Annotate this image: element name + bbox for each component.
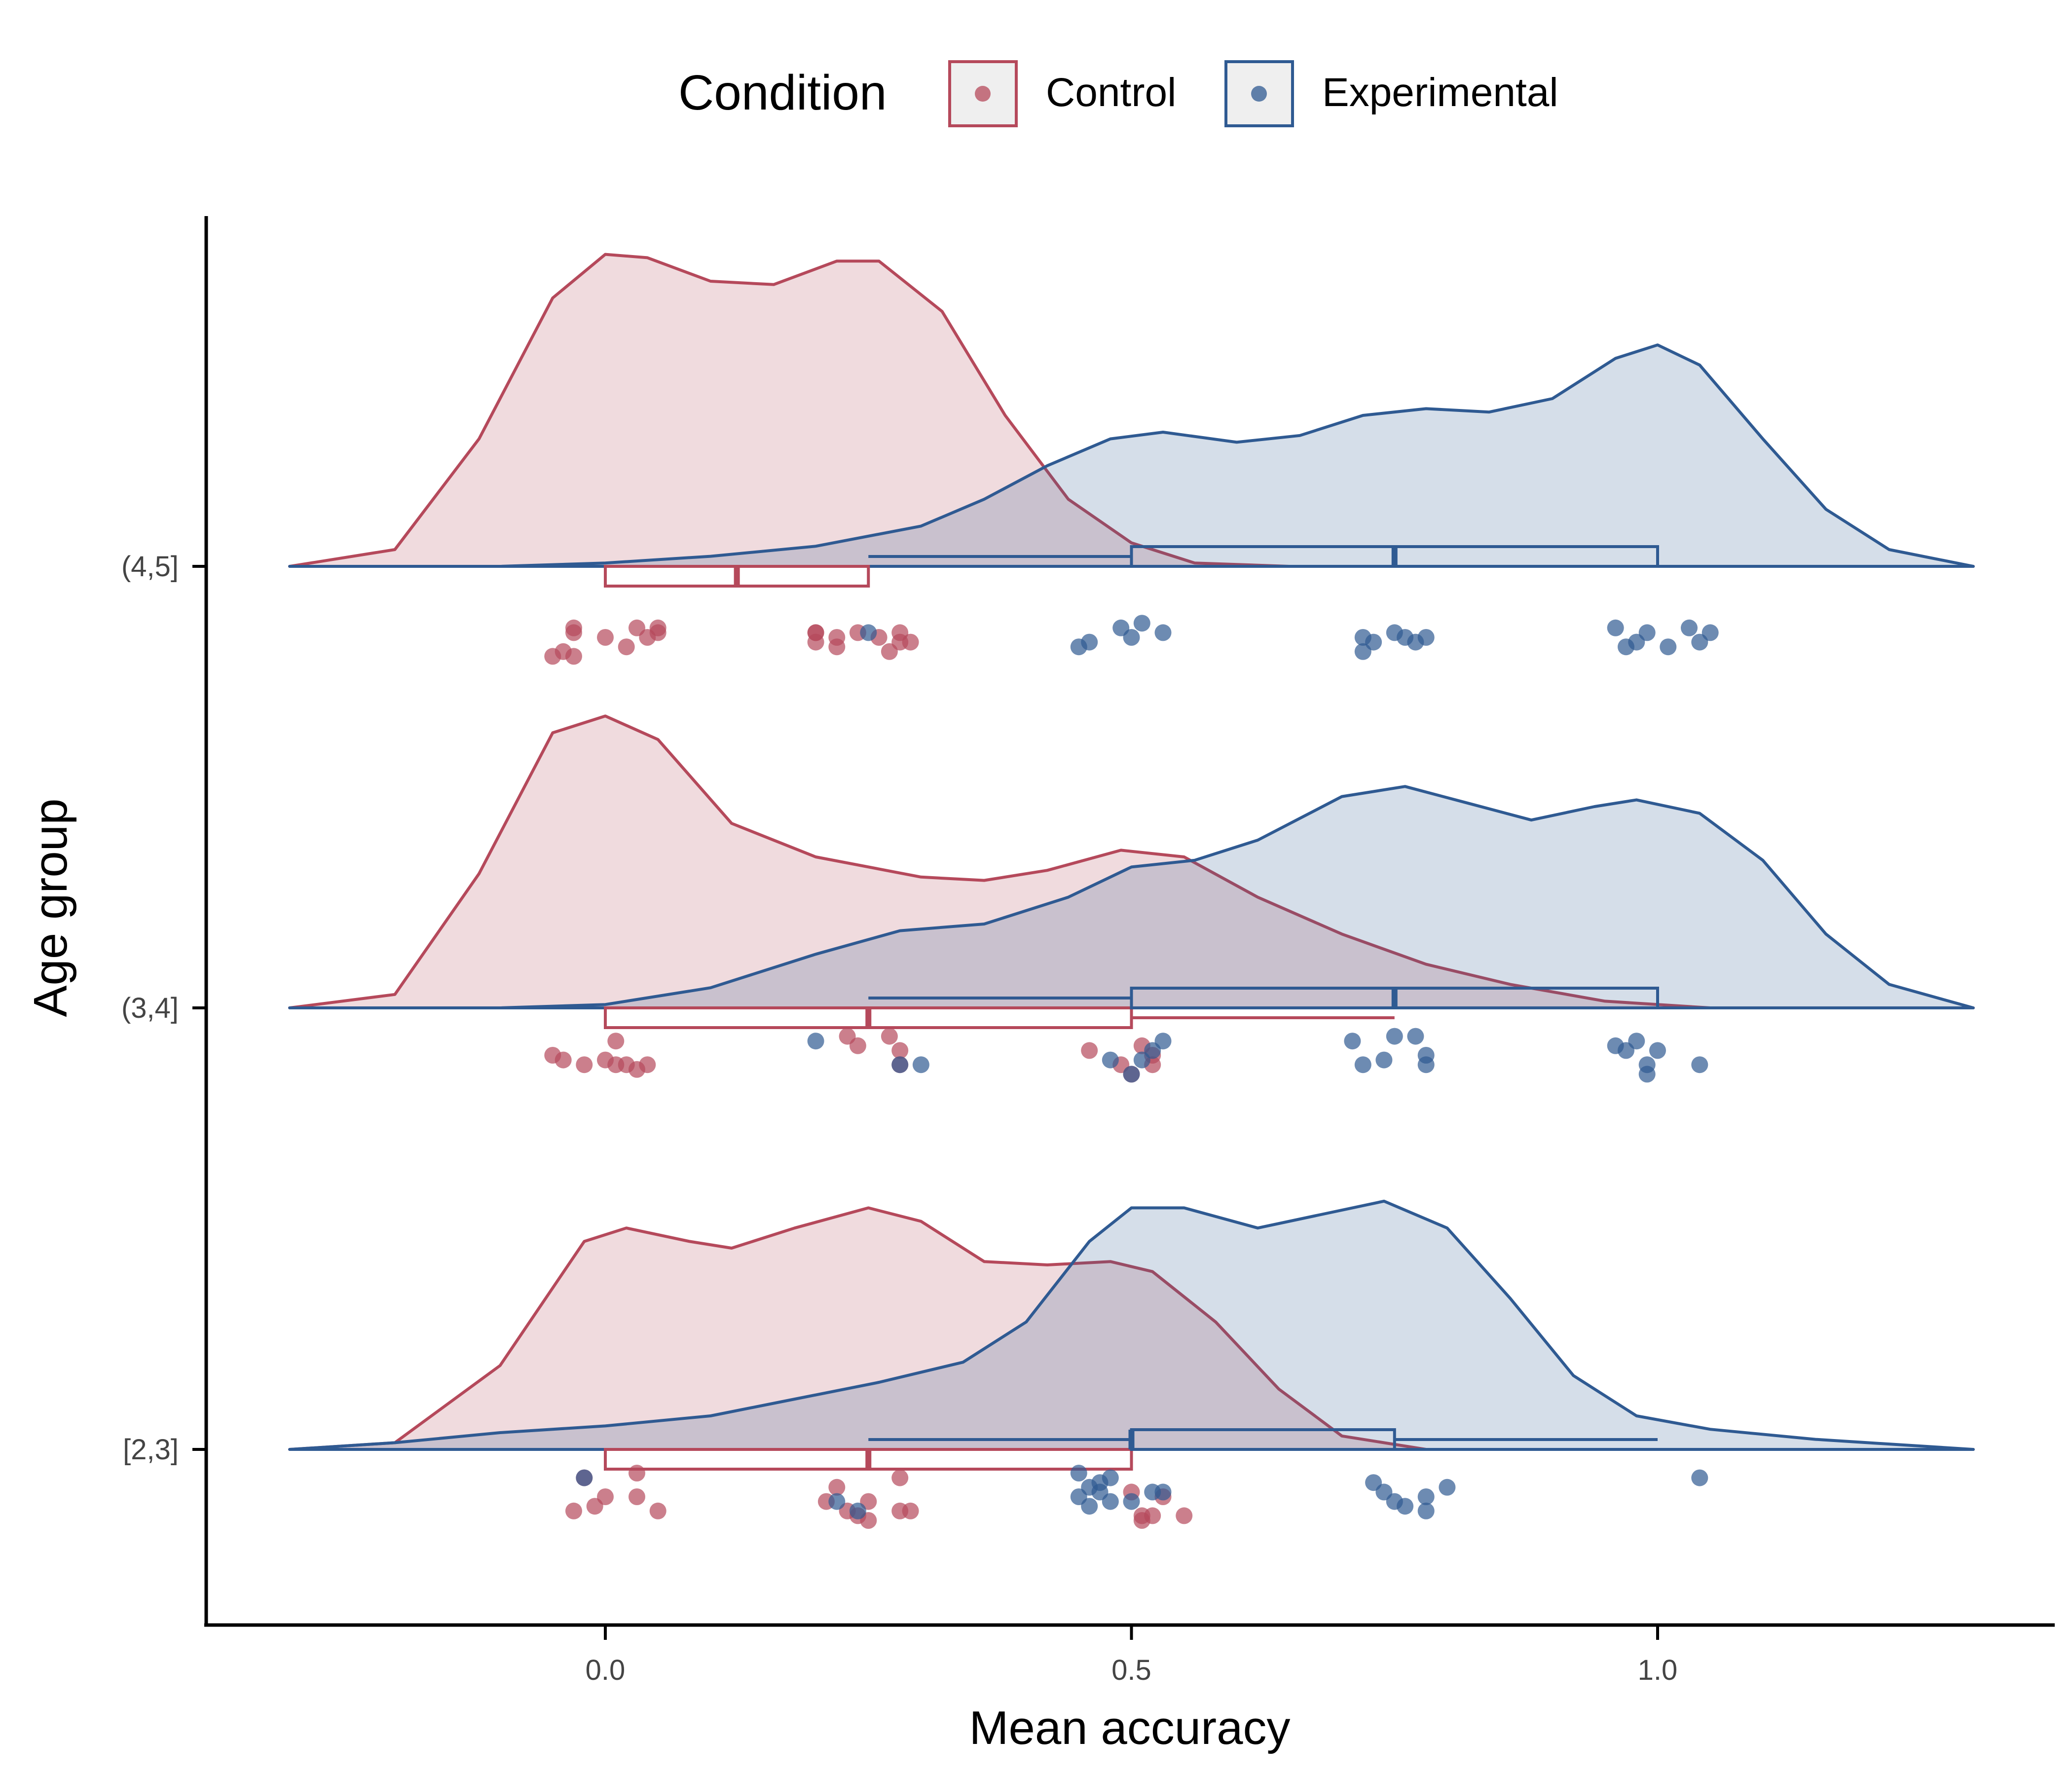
point-experimental-3-4-3 [1102, 1051, 1119, 1069]
point-experimental-3-4-9 [1354, 1056, 1371, 1073]
legend-label-control: Control [1046, 70, 1176, 115]
y-tick-label-2: (4,5] [121, 551, 179, 583]
point-control-2-3-8 [828, 1479, 846, 1496]
point-experimental-4-5-21 [1702, 624, 1719, 641]
point-control-3-4-1 [555, 1051, 572, 1069]
point-control-4-5-21 [902, 633, 919, 651]
point-experimental-2-3-6 [1102, 1493, 1119, 1510]
point-experimental-2-3-7 [1123, 1493, 1140, 1510]
point-experimental-4-5-18 [1660, 638, 1677, 656]
point-experimental-3-4-12 [1407, 1028, 1424, 1045]
y-tick-label-1: (3,4] [121, 992, 179, 1024]
point-control-3-4-10 [849, 1037, 866, 1054]
point-experimental-4-5-6 [1154, 624, 1172, 641]
legend-key-control [948, 60, 1018, 127]
point-experimental-4-5-9 [1365, 633, 1382, 651]
point-control-4-5-10 [649, 619, 666, 636]
point-experimental-2-3-2 [849, 1502, 866, 1519]
density-experimental-4-5 [288, 343, 1975, 568]
point-experimental-3-4-1 [891, 1056, 909, 1073]
x-axis-title: Mean accuracy [969, 1702, 1291, 1754]
point-control-4-5-3 [565, 624, 582, 641]
point-control-3-4-12 [891, 1042, 909, 1059]
point-experimental-2-3-1 [828, 1493, 846, 1510]
point-control-4-5-4 [565, 648, 582, 665]
point-experimental-4-5-17 [1638, 624, 1656, 641]
y-tick-label-0: [2,3] [123, 1434, 179, 1466]
legend-title: Condition [678, 65, 887, 120]
point-experimental-3-4-19 [1638, 1056, 1656, 1073]
point-control-4-5-15 [828, 638, 846, 656]
point-experimental-2-3-9 [1154, 1483, 1172, 1501]
point-control-4-5-6 [618, 638, 635, 656]
point-experimental-3-4-0 [807, 1033, 824, 1050]
point-experimental-2-3-18 [1417, 1502, 1435, 1519]
point-control-2-3-15 [902, 1502, 919, 1519]
point-experimental-3-4-8 [1344, 1033, 1361, 1050]
point-experimental-2-3-17 [1397, 1498, 1414, 1515]
point-experimental-4-5-5 [1133, 615, 1150, 632]
density-control-3-4 [288, 714, 1975, 1009]
y-axis-title: Age group [24, 798, 77, 1017]
point-experimental-2-3-11 [1081, 1479, 1098, 1496]
point-experimental-3-4-14 [1417, 1056, 1435, 1073]
point-experimental-2-3-12 [1070, 1465, 1087, 1481]
point-experimental-3-4-7 [1154, 1033, 1172, 1050]
plot-area [288, 253, 1975, 1529]
legend-key-control-dot [975, 86, 991, 102]
point-control-3-4-8 [639, 1056, 656, 1073]
point-experimental-4-5-19 [1681, 619, 1698, 636]
point-experimental-4-5-0 [860, 624, 877, 641]
point-experimental-4-5-2 [1081, 633, 1098, 651]
legend: Condition Control Experimental [678, 60, 1558, 127]
point-experimental-2-3-4 [1081, 1498, 1098, 1515]
point-control-2-3-19 [1144, 1507, 1161, 1524]
point-experimental-2-3-0 [576, 1469, 593, 1486]
point-experimental-2-3-20 [1439, 1479, 1456, 1496]
point-control-3-4-11 [881, 1028, 898, 1045]
point-control-2-3-3 [597, 1488, 614, 1505]
point-experimental-2-3-13 [1102, 1469, 1119, 1486]
point-control-3-4-2 [576, 1056, 593, 1073]
x-axis-ticks: 0.0 0.5 1.0 [586, 1627, 1678, 1686]
point-control-2-3-21 [1176, 1507, 1193, 1524]
point-control-4-5-5 [597, 629, 614, 646]
density-experimental-2-3 [288, 1199, 1975, 1451]
point-experimental-2-3-21 [1691, 1469, 1708, 1486]
box-iqr-experimental-2-3 [1130, 1428, 1396, 1451]
density-experimental-3-4 [288, 785, 1975, 1009]
x-tick-label-2: 1.0 [1638, 1654, 1678, 1686]
point-experimental-4-5-4 [1123, 629, 1140, 646]
point-control-2-3-6 [649, 1502, 666, 1519]
point-experimental-3-4-11 [1386, 1028, 1403, 1045]
point-experimental-4-5-14 [1607, 619, 1624, 636]
point-experimental-4-5-13 [1417, 629, 1435, 646]
point-control-3-4-5 [607, 1033, 625, 1050]
point-control-2-3-4 [629, 1465, 645, 1481]
point-experimental-3-4-4 [1123, 1066, 1140, 1083]
x-tick-label-1: 0.5 [1111, 1654, 1151, 1686]
density-control-2-3 [288, 1206, 1975, 1451]
x-tick-label-0: 0.0 [586, 1654, 626, 1686]
point-control-2-3-5 [629, 1488, 645, 1505]
point-experimental-2-3-19 [1417, 1488, 1435, 1505]
y-axis-ticks: [2,3] (3,4] (4,5] [121, 551, 206, 1466]
point-control-3-4-14 [1081, 1042, 1098, 1059]
point-experimental-3-4-10 [1375, 1051, 1393, 1069]
density-control-4-5 [288, 253, 1975, 568]
point-control-2-3-1 [565, 1502, 582, 1519]
legend-label-experimental: Experimental [1322, 70, 1558, 115]
point-experimental-3-4-21 [1691, 1056, 1708, 1073]
point-experimental-3-4-20 [1649, 1042, 1666, 1059]
point-control-2-3-13 [891, 1469, 909, 1486]
point-experimental-3-4-2 [912, 1056, 929, 1073]
point-experimental-3-4-17 [1628, 1033, 1645, 1050]
point-control-4-5-13 [807, 624, 824, 641]
legend-key-experimental-dot [1251, 86, 1267, 102]
